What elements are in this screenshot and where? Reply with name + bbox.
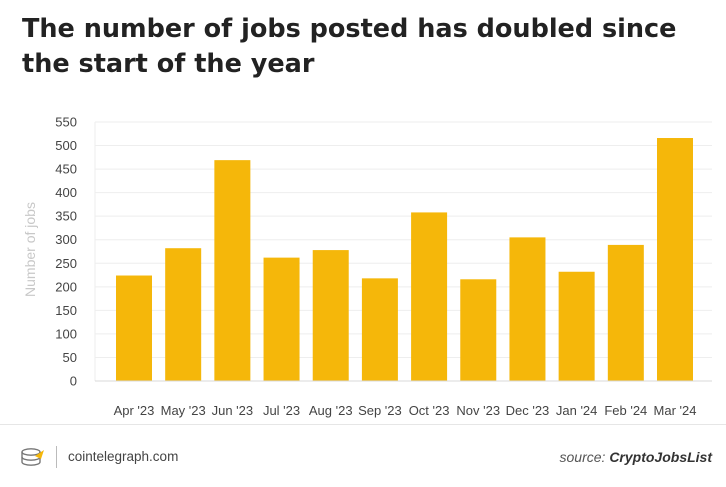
- x-tick-label: Dec '23: [506, 403, 550, 418]
- x-tick-label: Mar '24: [654, 403, 697, 418]
- bar[interactable]: [214, 160, 251, 381]
- x-tick-label: Aug '23: [309, 403, 353, 418]
- x-tick-label: Sep '23: [358, 403, 402, 418]
- x-tick-label: May '23: [161, 403, 206, 418]
- y-tick-label: 200: [55, 279, 77, 294]
- y-tick-label: 450: [55, 162, 77, 177]
- source-name: CryptoJobsList: [609, 449, 712, 465]
- y-axis-label: Number of jobs: [22, 202, 38, 297]
- bars: [116, 138, 693, 381]
- y-tick-label: 100: [55, 326, 77, 341]
- cointelegraph-logo-icon: [21, 448, 44, 466]
- y-axis-ticks: 0 50 100 150 200 250 300 350 400 450 500 550: [55, 115, 77, 389]
- bar[interactable]: [411, 212, 448, 381]
- bar[interactable]: [558, 271, 595, 381]
- bar[interactable]: [116, 275, 152, 381]
- bar[interactable]: [509, 237, 546, 381]
- y-tick-label: 250: [55, 256, 77, 271]
- source-credit: source: CryptoJobsList: [560, 449, 713, 465]
- chart-title: The number of jobs posted has doubled si…: [22, 14, 677, 79]
- bar[interactable]: [361, 278, 398, 381]
- x-axis-ticks: Apr '23 May '23 Jun '23 Jul '23 Aug '23 Sep '…: [114, 403, 697, 418]
- y-tick-label: 0: [70, 374, 77, 389]
- bar-chart: 0 50 100 150 200 250 300 350 400 450 500 550 Apr '2…: [22, 115, 712, 418]
- bar[interactable]: [460, 279, 497, 381]
- x-tick-label: Jul '23: [263, 403, 300, 418]
- x-tick-label: Oct '23: [409, 403, 450, 418]
- x-tick-label: Feb '24: [604, 403, 647, 418]
- y-tick-label: 150: [55, 303, 77, 318]
- bar[interactable]: [165, 248, 202, 381]
- logo-separator: [56, 446, 57, 468]
- x-tick-label: Jun '23: [212, 403, 254, 418]
- y-tick-label: 50: [63, 350, 77, 365]
- y-tick-label: 400: [55, 185, 77, 200]
- brand-text[interactable]: cointelegraph.com: [68, 449, 179, 464]
- x-tick-label: Jan '24: [556, 403, 598, 418]
- bar[interactable]: [263, 257, 300, 381]
- bar[interactable]: [607, 244, 644, 381]
- y-tick-label: 500: [55, 138, 77, 153]
- bar[interactable]: [312, 250, 349, 381]
- x-tick-label: Apr '23: [114, 403, 155, 418]
- y-tick-label: 550: [55, 115, 77, 130]
- y-tick-label: 300: [55, 232, 77, 247]
- source-prefix: source:: [559, 449, 610, 465]
- bar[interactable]: [657, 138, 693, 381]
- footer-divider: [0, 424, 726, 425]
- y-tick-label: 350: [55, 209, 77, 224]
- x-tick-label: Nov '23: [456, 403, 500, 418]
